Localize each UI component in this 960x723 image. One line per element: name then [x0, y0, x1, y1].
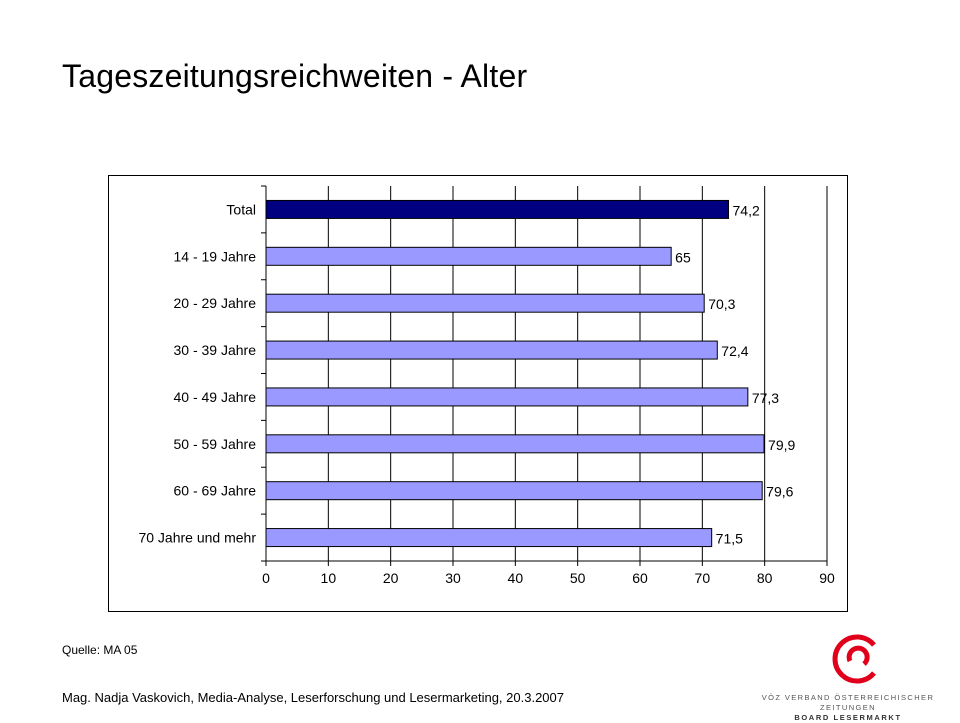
category-label: 70 Jahre und mehr: [138, 530, 256, 546]
x-tick-label: 40: [508, 570, 524, 586]
x-tick-label: 90: [819, 570, 835, 586]
category-label: Total: [226, 201, 256, 217]
bar: [265, 434, 765, 454]
organization-line1: VÖZ VERBAND ÖSTERREICHISCHER ZEITUNGEN: [761, 693, 935, 712]
organization-line2: BOARD LESERMARKT: [794, 713, 902, 722]
data-label: 65: [675, 249, 691, 265]
data-label: 71,5: [716, 531, 743, 547]
source-note: Quelle: MA 05: [62, 643, 138, 657]
category-label: 50 - 59 Jahre: [174, 436, 257, 452]
bar: [265, 387, 749, 407]
chart-frame: 0 10 20 30 40 50 60 70 80 90 Total 74,2 14 - 19 Jahr…: [108, 175, 848, 612]
bar: [265, 246, 672, 266]
x-tick-label: 60: [632, 570, 648, 586]
category-label: 20 - 29 Jahre: [174, 295, 257, 311]
category-label: 60 - 69 Jahre: [174, 483, 257, 499]
bar: [265, 199, 730, 219]
x-tick-label: 50: [570, 570, 586, 586]
voez-logo-icon: [832, 634, 876, 684]
organization-name: VÖZ VERBAND ÖSTERREICHISCHER ZEITUNGEN B…: [748, 693, 948, 723]
data-label: 79,9: [768, 437, 795, 453]
x-tick-label: 30: [445, 570, 461, 586]
data-label: 79,6: [766, 484, 793, 500]
data-label: 72,4: [721, 343, 748, 359]
bar: [265, 528, 713, 548]
x-tick-label: 70: [695, 570, 711, 586]
bar: [265, 340, 718, 360]
x-tick-label: 80: [757, 570, 773, 586]
bar-chart: 0 10 20 30 40 50 60 70 80 90 Total 74,2 14 - 19 Jahr…: [138, 185, 835, 586]
x-tick-label: 10: [321, 570, 337, 586]
category-label: 14 - 19 Jahre: [174, 248, 257, 264]
x-tick-label: 0: [262, 570, 270, 586]
page-title: Tageszeitungsreichweiten - Alter: [62, 58, 528, 94]
data-label: 77,3: [752, 390, 779, 406]
category-label: 40 - 49 Jahre: [174, 389, 257, 405]
bar: [265, 293, 705, 313]
bar: [265, 481, 763, 501]
category-label: 30 - 39 Jahre: [174, 342, 257, 358]
data-label: 70,3: [708, 296, 735, 312]
footer-text: Mag. Nadja Vaskovich, Media-Analyse, Les…: [62, 690, 564, 705]
x-tick-label: 20: [383, 570, 399, 586]
data-label: 74,2: [733, 202, 760, 218]
